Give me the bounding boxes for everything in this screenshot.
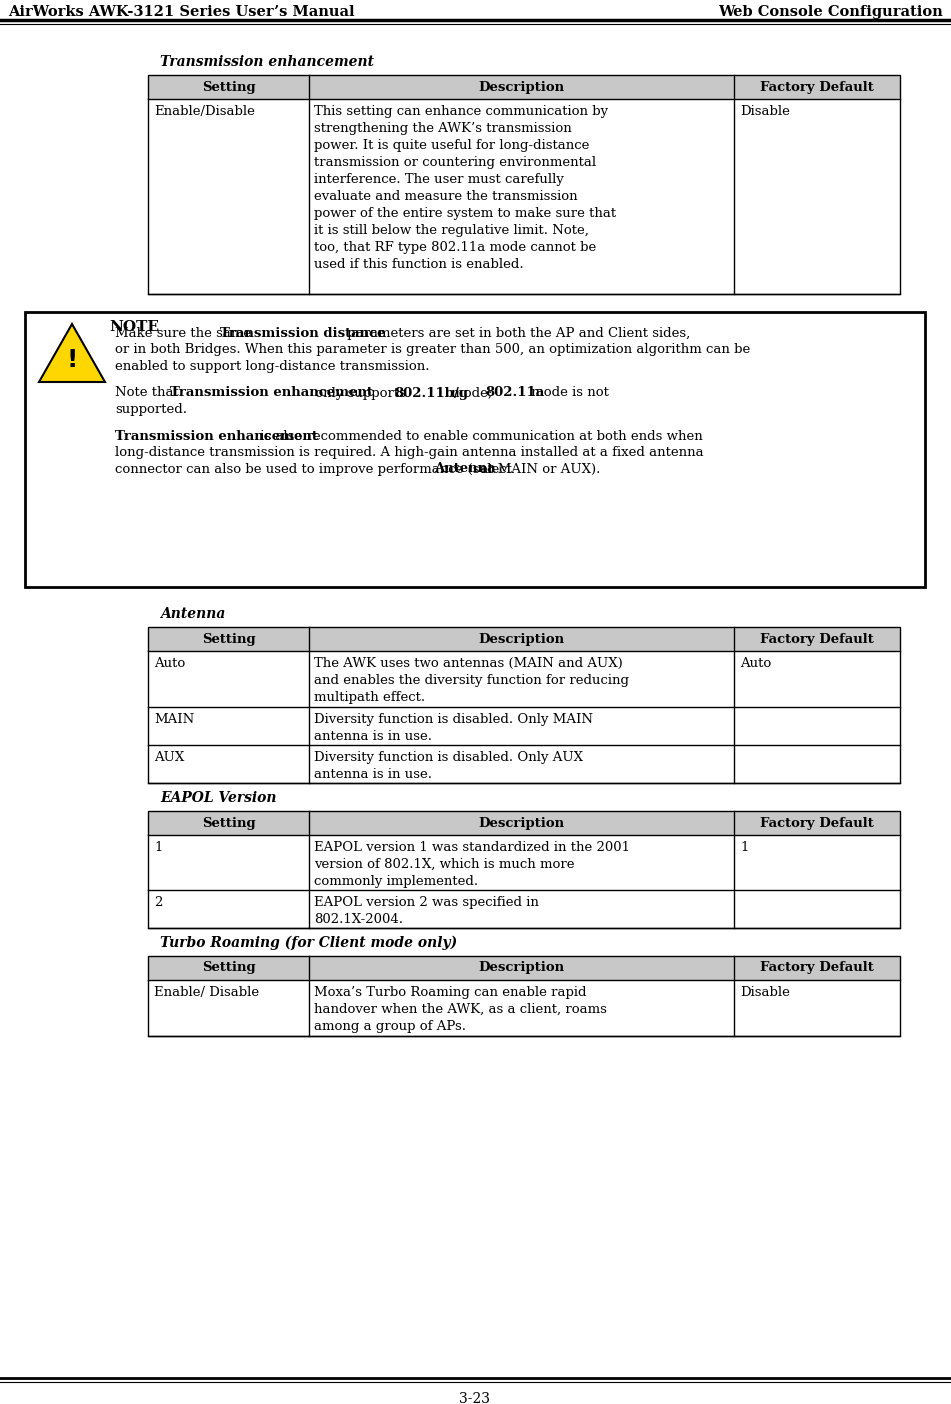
Text: at MAIN or AUX).: at MAIN or AUX). <box>476 462 600 476</box>
Text: Note that: Note that <box>115 386 183 400</box>
Text: !: ! <box>67 348 78 372</box>
Text: Antenna: Antenna <box>435 462 496 476</box>
Text: Antenna: Antenna <box>160 607 225 621</box>
Bar <box>25 312 925 587</box>
Text: connector can also be used to improve performance (select: connector can also be used to improve pe… <box>115 462 516 476</box>
Text: Setting: Setting <box>202 962 255 974</box>
Text: Transmission distance: Transmission distance <box>220 327 385 340</box>
Bar <box>148 74 900 293</box>
Text: supported.: supported. <box>115 403 187 416</box>
Text: Factory Default: Factory Default <box>760 632 874 646</box>
Text: EAPOL version 2 was specified in
802.1X-2004.: EAPOL version 2 was specified in 802.1X-… <box>314 896 539 927</box>
Text: 802.11b/g: 802.11b/g <box>394 386 468 400</box>
Text: mode;: mode; <box>447 386 496 400</box>
Text: Factory Default: Factory Default <box>760 80 874 94</box>
Text: Diversity function is disabled. Only AUX
antenna is in use.: Diversity function is disabled. Only AUX… <box>314 751 583 781</box>
Text: Description: Description <box>478 962 565 974</box>
Bar <box>148 74 900 100</box>
Text: Make sure the same: Make sure the same <box>115 327 256 340</box>
Text: Web Console Configuration: Web Console Configuration <box>718 6 943 20</box>
Text: 2: 2 <box>154 896 163 908</box>
Text: only supports: only supports <box>312 386 411 400</box>
Text: Description: Description <box>478 817 565 830</box>
Text: AirWorks AWK-3121 Series User’s Manual: AirWorks AWK-3121 Series User’s Manual <box>8 6 355 20</box>
Text: or in both Bridges. When this parameter is greater than 500, an optimization alg: or in both Bridges. When this parameter … <box>115 344 750 357</box>
Text: Description: Description <box>478 632 565 646</box>
Text: 3-23: 3-23 <box>459 1391 491 1404</box>
Text: 802.11a: 802.11a <box>486 386 545 400</box>
Text: Turbo Roaming (for Client mode only): Turbo Roaming (for Client mode only) <box>160 936 457 951</box>
Bar <box>148 956 900 1036</box>
Text: mode is not: mode is not <box>527 386 609 400</box>
Text: Enable/ Disable: Enable/ Disable <box>154 986 259 1000</box>
Text: Setting: Setting <box>202 80 255 94</box>
Bar <box>148 956 900 980</box>
Text: NOTE: NOTE <box>109 320 159 334</box>
Bar <box>148 812 900 928</box>
Text: Setting: Setting <box>202 632 255 646</box>
Polygon shape <box>39 324 105 382</box>
Text: Factory Default: Factory Default <box>760 962 874 974</box>
Text: Auto: Auto <box>154 657 185 670</box>
Text: Factory Default: Factory Default <box>760 817 874 830</box>
Text: parameters are set in both the AP and Client sides,: parameters are set in both the AP and Cl… <box>343 327 690 340</box>
Bar <box>148 628 900 651</box>
Text: 1: 1 <box>154 841 163 854</box>
Text: The AWK uses two antennas (MAIN and AUX)
and enables the diversity function for : The AWK uses two antennas (MAIN and AUX)… <box>314 657 629 703</box>
Bar <box>148 812 900 835</box>
Text: Moxa’s Turbo Roaming can enable rapid
handover when the AWK, as a client, roams
: Moxa’s Turbo Roaming can enable rapid ha… <box>314 986 607 1033</box>
Text: Diversity function is disabled. Only MAIN
antenna is in use.: Diversity function is disabled. Only MAI… <box>314 713 593 743</box>
Text: EAPOL Version: EAPOL Version <box>160 790 277 804</box>
Text: Transmission enhancement: Transmission enhancement <box>170 386 373 400</box>
Text: Transmission enhancement: Transmission enhancement <box>160 55 374 69</box>
Text: Setting: Setting <box>202 817 255 830</box>
Text: 1: 1 <box>740 841 748 854</box>
Text: is also recommended to enable communication at both ends when: is also recommended to enable communicat… <box>257 430 703 442</box>
Text: Transmission enhancement: Transmission enhancement <box>115 430 318 442</box>
Text: Disable: Disable <box>740 986 790 1000</box>
Text: This setting can enhance communication by
strengthening the AWK’s transmission
p: This setting can enhance communication b… <box>314 105 616 271</box>
Text: EAPOL version 1 was standardized in the 2001
version of 802.1X, which is much mo: EAPOL version 1 was standardized in the … <box>314 841 630 887</box>
Text: enabled to support long-distance transmission.: enabled to support long-distance transmi… <box>115 359 430 373</box>
Text: MAIN: MAIN <box>154 713 194 726</box>
Text: Disable: Disable <box>740 105 790 118</box>
Bar <box>148 628 900 783</box>
Text: long-distance transmission is required. A high-gain antenna installed at a fixed: long-distance transmission is required. … <box>115 446 704 459</box>
Text: Enable/Disable: Enable/Disable <box>154 105 255 118</box>
Text: Description: Description <box>478 80 565 94</box>
Text: Auto: Auto <box>740 657 771 670</box>
Text: AUX: AUX <box>154 751 184 764</box>
